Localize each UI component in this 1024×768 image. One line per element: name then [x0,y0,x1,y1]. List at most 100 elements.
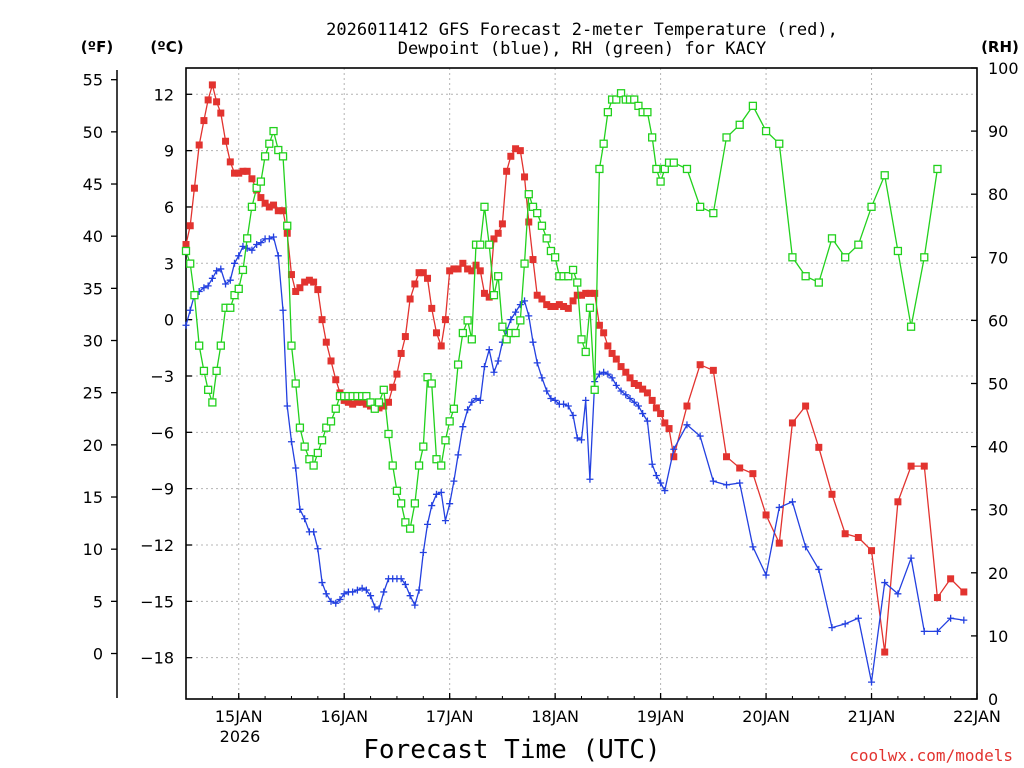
rh-point [709,208,718,218]
dewpoint-point [512,308,520,316]
temperature-point [604,342,612,350]
dewpoint-point [560,400,568,408]
credit-text: coolwx.com/models [849,746,1013,765]
dewpoint-point [683,421,691,429]
chart-title-line-1: 2026011412 GFS Forecast 2-meter Temperat… [326,20,838,40]
rh-point [476,240,485,249]
temperature-point [533,291,541,299]
rh-point [634,101,643,111]
rh-point [326,417,336,426]
dewpoint-point [222,280,230,288]
dewpoint-point [362,586,370,594]
rh-point [494,272,503,281]
rh-point [203,385,213,394]
rh-point [226,303,235,312]
temperature-point [257,194,265,202]
dewpoint-point [551,396,559,404]
temperature-point [217,109,225,117]
temperature-point [362,400,370,408]
celsius-tick-label: −3 [150,367,174,386]
dewpoint-point [854,614,862,622]
temperature-point [428,304,436,312]
dewpoint-point [569,411,577,419]
temperature-point [551,303,559,311]
rh-point [590,385,599,394]
rh-tick-label: 40 [988,438,1008,457]
dewpoint-point [419,549,427,557]
dewpoint-point [586,475,594,483]
temperature-point [490,235,498,243]
temperature-point [287,271,295,279]
temperature-point [480,289,488,297]
temperature-point [340,396,348,404]
temperature-point [543,301,551,309]
temperature-point [657,410,665,418]
dewpoint-point [670,445,678,453]
temperature-point [208,81,216,89]
plot-frame [185,67,978,700]
temperature-series [182,81,968,656]
rh-point [827,234,837,243]
dewpoint-point [600,368,608,376]
temperature-point [634,381,642,389]
fahrenheit-tick-label: 10 [83,540,103,559]
temperature-point [437,342,445,350]
dewpoint-point [652,472,660,480]
dewpoint-point [828,624,836,632]
dewpoint-point [204,282,212,290]
rh-point [533,208,542,218]
time-tick-label: 15JAN [215,707,263,726]
dewpoint-point [450,477,458,485]
temperature-point [296,284,304,292]
temperature-point [564,304,572,312]
temperature-point [788,419,796,427]
temperature-point [195,141,203,149]
dewpoint-point [411,601,419,609]
dewpoint-point [709,477,717,485]
rh-point [643,108,652,117]
dewpoint-point [358,584,366,592]
dewpoint-point [612,381,620,389]
rh-point [467,335,476,344]
temperature-point [393,370,401,378]
celsius-tick-label: 9 [164,142,174,161]
rh-point [195,341,204,350]
celsius-tick-label: 0 [164,311,174,330]
rh-point [696,202,705,211]
temperature-point [322,338,330,346]
rh-point [287,341,296,350]
temperature-point [652,404,660,412]
rh-point [256,177,266,186]
rh-point [432,455,441,464]
rh-point [528,202,538,211]
rh-line [185,92,939,531]
dewpoint-point [235,252,243,260]
temperature-point [476,267,484,275]
rh-point [489,291,499,300]
dewpoint-point [775,503,783,511]
temperature-point [248,175,256,183]
fahrenheit-tick-label: 20 [83,436,103,455]
time-tick-label: 18JAN [531,707,579,726]
rh-point [384,429,393,439]
temperature-point [828,490,836,498]
temperature-point [441,316,449,324]
dewpoint-point [604,370,612,378]
temperature-point [512,145,520,153]
dewpoint-point [525,312,533,320]
rh-tick-label: 60 [988,311,1008,330]
temperature-point [648,396,656,404]
x-axis-title: Forecast Time (UTC) [363,735,660,765]
dewpoint-point [648,460,656,468]
rh-point [419,442,428,451]
rh-point [577,335,586,344]
temperature-point [612,355,620,363]
rh-point [216,341,225,350]
temperature-point [239,167,247,175]
rh-point [186,259,195,268]
rh-point [546,246,556,256]
rh-point [366,398,375,407]
temperature-point [401,333,409,341]
dewpoint-point [265,235,273,243]
temperature-point [881,648,889,656]
